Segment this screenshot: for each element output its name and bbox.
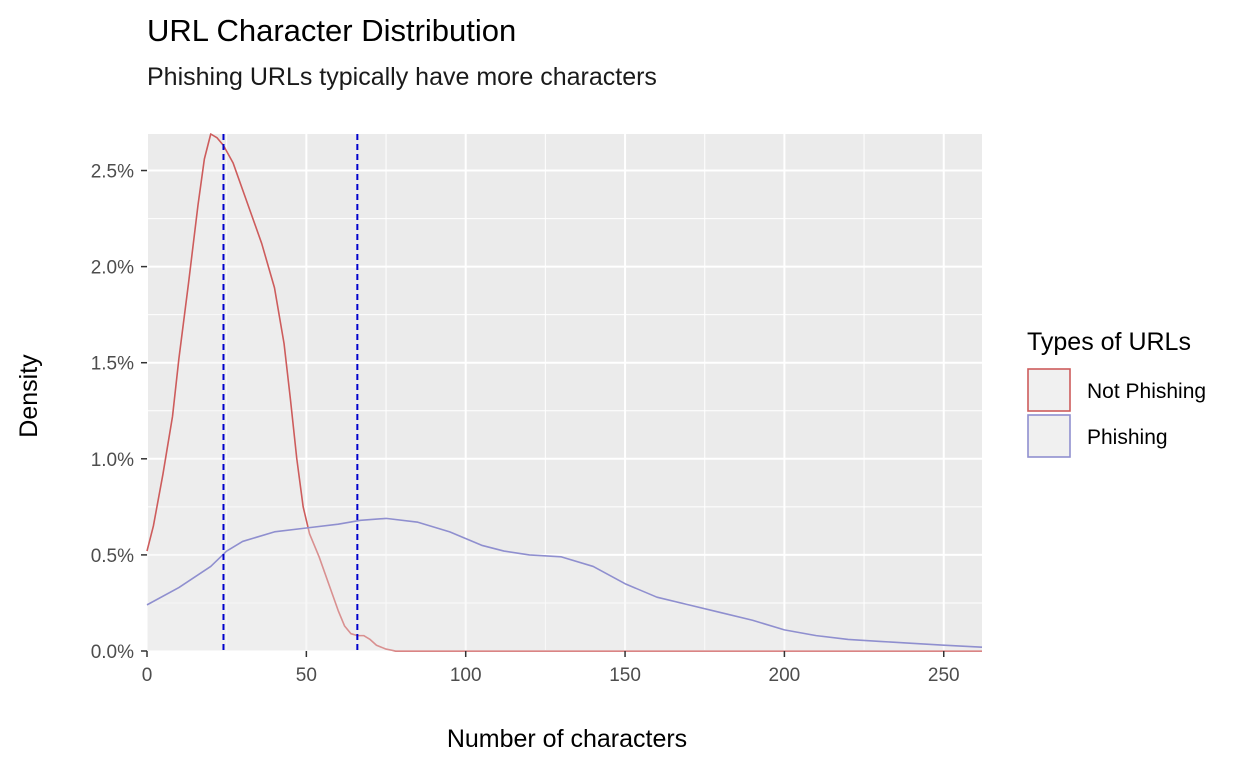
legend-key-phishing [1027,414,1071,458]
y-tick-label: 1.5% [91,354,134,375]
y-axis: 0.0% 0.5% 1.0% 1.5% 2.0% 2.5% [91,162,147,663]
density-series [146,133,983,652]
chart-subtitle: Phishing URLs typically have more charac… [147,63,657,91]
density-line-phishing [146,517,983,648]
density-line-not-phishing [146,133,982,652]
x-tick-label: 100 [450,665,482,686]
legend-label-phishing: Phishing [1087,426,1168,449]
x-tick-label: 0 [142,665,153,686]
y-tick-label: 0.5% [91,546,134,567]
y-tick-label: 2.0% [91,258,134,279]
x-tick-label: 50 [296,665,317,686]
density-area-phishing [147,518,982,651]
x-tick-label: 200 [769,665,801,686]
density-area-not-phishing [147,134,982,651]
x-tick-label: 150 [609,665,641,686]
legend: Types of URLs Not Phishing Phishing [1027,328,1206,458]
x-axis-title: Number of characters [447,725,687,753]
legend-key-not-phishing [1027,368,1071,412]
major-gridlines [146,134,982,652]
reference-lines [222,134,359,651]
y-axis-title: Density [15,354,43,438]
y-tick-label: 1.0% [91,450,134,471]
x-tick-label: 250 [928,665,960,686]
legend-label-not-phishing: Not Phishing [1087,380,1206,403]
minor-gridlines [147,134,982,651]
y-tick-label: 2.5% [91,162,134,183]
legend-title: Types of URLs [1027,328,1191,356]
y-tick-label: 0.0% [91,642,134,663]
plot-panel [147,134,982,651]
chart-title: URL Character Distribution [147,13,516,48]
x-axis: 0 50 100 150 200 250 [142,651,960,686]
